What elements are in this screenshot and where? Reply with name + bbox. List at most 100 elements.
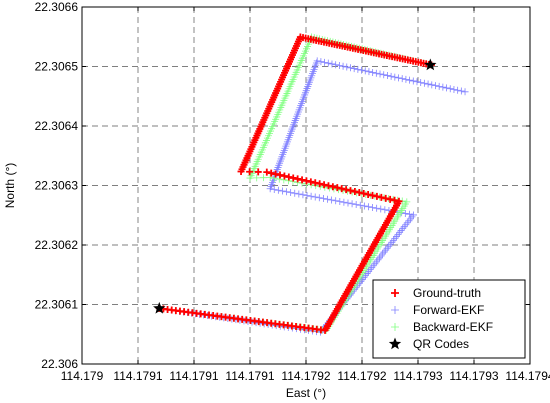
legend: Ground-truth Forward-EKF Backward-EKF QR Co… <box>372 279 526 359</box>
data-point <box>454 86 462 94</box>
legend-label: QR Codes <box>413 337 469 351</box>
data-point <box>313 57 321 65</box>
data-point <box>399 225 407 233</box>
data-point <box>403 198 411 206</box>
data-point <box>446 85 454 93</box>
x-axis-label: East (°) <box>286 386 326 400</box>
data-point <box>424 80 432 88</box>
data-point <box>457 87 465 95</box>
data-point <box>320 181 328 189</box>
data-point <box>394 230 402 238</box>
data-point <box>287 189 295 197</box>
data-point <box>402 221 410 229</box>
y-tick-label: 22.3061 <box>35 298 79 312</box>
y-tick-label: 22.3065 <box>35 60 79 74</box>
data-point <box>372 69 380 77</box>
data-point <box>380 248 388 256</box>
data-point <box>405 217 413 225</box>
data-point <box>377 205 385 213</box>
data-point <box>307 192 315 200</box>
legend-item: Forward-EKF <box>391 303 484 317</box>
data-point <box>276 171 284 179</box>
data-point <box>339 62 347 70</box>
y-tick-label: 22.3066 <box>35 0 79 14</box>
data-point <box>311 179 319 187</box>
data-point <box>380 71 388 79</box>
data-point <box>377 193 385 201</box>
data-point <box>346 64 354 72</box>
data-point <box>267 169 275 177</box>
data-point <box>395 197 403 205</box>
data-point <box>383 244 391 252</box>
data-point <box>381 206 389 214</box>
data-point <box>376 70 384 78</box>
data-point <box>352 200 360 208</box>
data-point <box>398 75 406 83</box>
data-point <box>387 72 395 80</box>
data-point <box>315 194 323 202</box>
data-point <box>450 85 458 93</box>
data-point <box>428 81 436 89</box>
data-point <box>361 67 369 75</box>
x-tick-label: 114.1792 <box>281 369 330 383</box>
data-point <box>361 272 369 280</box>
data-point <box>332 61 340 69</box>
data-point <box>410 211 418 219</box>
y-axis-label: North (°) <box>3 163 17 208</box>
data-point <box>274 186 282 194</box>
data-point <box>373 192 381 200</box>
data-point <box>403 219 411 227</box>
data-point <box>246 168 254 176</box>
data-point <box>289 174 297 182</box>
y-tick-label: 22.3063 <box>35 179 79 193</box>
data-point <box>379 250 387 258</box>
data-point <box>363 270 371 278</box>
data-point <box>270 186 278 194</box>
data-point <box>402 75 410 83</box>
data-point <box>321 58 329 66</box>
data-point <box>371 260 379 268</box>
data-point <box>386 240 394 248</box>
data-point <box>431 82 439 90</box>
data-point <box>344 199 352 207</box>
data-point <box>439 83 447 91</box>
data-point <box>347 187 355 195</box>
x-tick-label: 114.1794 <box>505 369 550 383</box>
data-point <box>266 173 274 181</box>
x-tick-label: 114.1793 <box>393 369 442 383</box>
data-point <box>374 256 382 264</box>
y-tick-label: 22.3064 <box>35 119 79 133</box>
data-point <box>263 168 271 176</box>
data-point <box>420 79 428 87</box>
data-point <box>328 60 336 68</box>
data-point <box>360 189 368 197</box>
data-point <box>392 232 400 240</box>
data-point <box>358 66 366 74</box>
data-point <box>413 78 421 86</box>
data-point <box>364 203 372 211</box>
data-point <box>303 192 311 200</box>
data-point <box>280 172 288 180</box>
data-point <box>396 229 404 237</box>
legend-label: Forward-EKF <box>413 303 484 317</box>
data-point <box>307 178 315 186</box>
data-point <box>389 236 397 244</box>
data-point <box>302 177 310 185</box>
data-point <box>333 184 341 192</box>
data-point <box>299 191 307 199</box>
data-point <box>395 74 403 82</box>
data-point <box>385 242 393 250</box>
data-point <box>377 252 385 260</box>
data-point <box>364 190 372 198</box>
data-point <box>369 203 377 211</box>
data-point <box>253 174 261 182</box>
data-point <box>343 63 351 71</box>
data-point <box>254 168 262 176</box>
legend-marker <box>391 323 399 331</box>
y-tick-label: 22.306 <box>41 357 78 371</box>
legend-label: Backward-EKF <box>413 320 493 334</box>
data-point <box>373 204 381 212</box>
data-point <box>409 77 417 85</box>
